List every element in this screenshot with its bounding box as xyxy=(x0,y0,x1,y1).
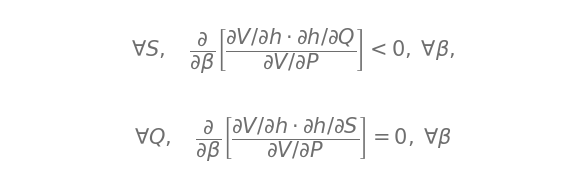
Text: $\forall Q, \quad \dfrac{\partial}{\partial \beta} \left[\dfrac{\partial V/\part: $\forall Q, \quad \dfrac{\partial}{\part… xyxy=(134,115,452,164)
Text: $\forall S, \quad \dfrac{\partial}{\partial \beta} \left[\dfrac{\partial V/\part: $\forall S, \quad \dfrac{\partial}{\part… xyxy=(131,26,455,76)
